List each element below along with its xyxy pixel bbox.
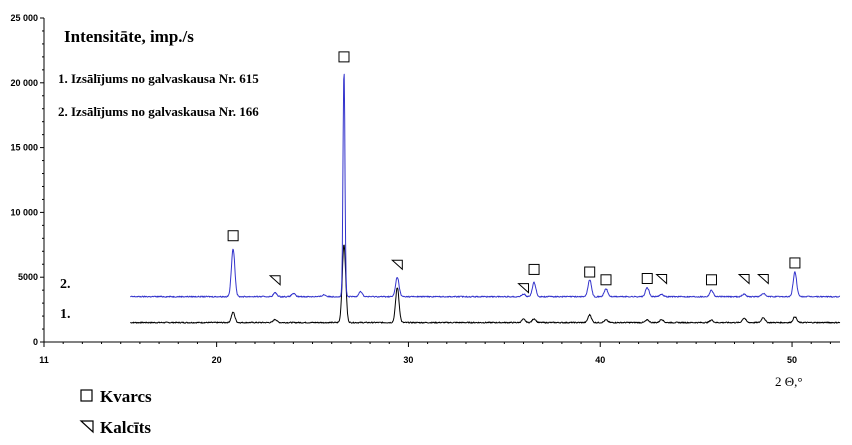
y-tick-label: 0 [33,337,38,347]
trace-label-1: 1. [60,307,71,322]
legend-triangle-icon [79,420,94,434]
x-tick-label: 11 [39,355,49,365]
trace-label-2: 2. [60,277,71,292]
y-tick-label: 5000 [18,272,38,282]
calcite-marker-icon [517,283,530,294]
calcite-marker-icon [756,273,769,285]
calcite-marker-icon [655,273,668,285]
calcite-marker-icon [268,275,281,286]
legend-square-icon [80,389,93,402]
legend-label-kvarcs: Kvarcs [100,387,152,406]
quartz-marker-icon [227,230,239,242]
y-tick-label: 10 000 [10,207,38,217]
x-tick-label: 40 [595,355,605,365]
y-tick-label: 25 000 [10,13,38,23]
y-tick-label: 20 000 [10,78,38,88]
quartz-marker-icon [584,266,596,278]
y-axis-title: Intensitāte, imp./s [64,27,194,46]
series-layer [130,73,841,324]
sample-label-2: 2. Izsālījums no galvaskausa Nr. 166 [58,104,259,119]
peak-markers [227,51,801,294]
quartz-marker-icon [600,274,612,286]
quartz-marker-icon [338,51,350,63]
quartz-marker-icon [528,263,540,275]
x-tick-label: 50 [787,355,797,365]
x-tick-label: 20 [212,355,222,365]
axes [43,18,840,343]
x-tick-label: 30 [403,355,413,365]
sample-label-1: 1. Izsālījums no galvaskausa Nr. 615 [58,71,259,86]
calcite-marker-icon [391,259,403,271]
x-axis-title: 2 Θ,° [775,374,803,389]
legend: Kvarcs Kalcīts [79,387,152,437]
y-tick-label: 15 000 [10,143,38,153]
series-line-1 [130,244,841,324]
series-line-2 [130,73,841,298]
quartz-marker-icon [789,257,801,269]
axis-ticks: 0 5000 10 000 15 000 20 000 25 000 11 20 30 40 50 [10,13,831,365]
quartz-marker-icon [705,274,717,286]
quartz-marker-icon [641,272,653,284]
calcite-marker-icon [737,273,750,285]
legend-label-kalcits: Kalcīts [100,418,151,437]
